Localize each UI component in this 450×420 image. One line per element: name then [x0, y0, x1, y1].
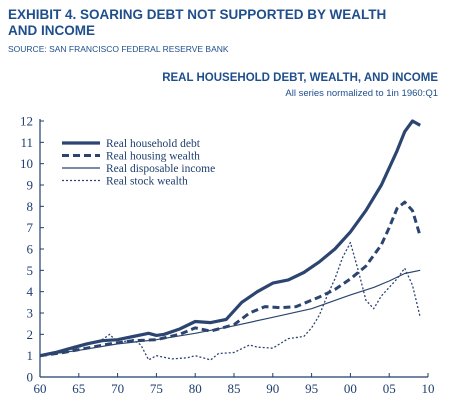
x-tick-label: 65: [72, 381, 85, 396]
y-tick-label: 6: [27, 242, 34, 257]
exhibit-title: EXHIBIT 4. SOARING DEBT NOT SUPPORTED BY…: [8, 7, 387, 38]
y-tick-label: 0: [27, 370, 34, 385]
x-tick-label: 85: [228, 381, 241, 396]
x-tick-label: 00: [344, 381, 357, 396]
chart-subtitle: All series normalized to 1in 1960:Q1: [285, 88, 438, 99]
legend-label-real-stock-wealth: Real stock wealth: [106, 176, 188, 188]
source-note: SOURCE: SAN FRANCISCO FEDERAL RESERVE BA…: [8, 44, 229, 54]
y-tick-label: 10: [20, 156, 33, 171]
x-tick-label: 70: [111, 381, 124, 396]
series-line-real-housing-wealth: [39, 200, 422, 358]
x-tick-label: 05: [383, 381, 396, 396]
y-tick-label: 12: [20, 114, 33, 129]
y-tick-label: 7: [27, 220, 34, 235]
legend-label-real-disposable-income: Real disposable income: [106, 163, 215, 175]
x-tick-label: 75: [150, 381, 163, 396]
y-tick-label: 1: [27, 348, 34, 363]
legend-label-real-housing-wealth: Real housing wealth: [106, 151, 200, 163]
x-tick-label: 10: [422, 381, 435, 396]
x-tick-label: 80: [189, 381, 202, 396]
y-tick-label: 11: [20, 135, 33, 150]
chart-axes: [39, 119, 429, 378]
series-line-real-disposable-income: [39, 269, 421, 357]
y-tick-label: 8: [27, 199, 34, 214]
series-line-real-household-debt: [39, 119, 421, 358]
y-tick-label: 3: [27, 306, 34, 321]
x-tick-label: 60: [34, 381, 47, 396]
chart-series-lines: [39, 119, 422, 361]
legend-label-real-household-debt: Real household debt: [106, 138, 201, 150]
y-tick-label: 4: [27, 284, 34, 299]
chart-title: REAL HOUSEHOLD DEBT, WEALTH, AND INCOME: [162, 72, 438, 84]
y-tick-label: 2: [27, 327, 34, 342]
y-tick-label: 9: [27, 178, 34, 193]
series-line-real-stock-wealth: [39, 241, 421, 361]
y-tick-label: 5: [27, 263, 34, 278]
x-tick-label: 95: [305, 381, 318, 396]
x-tick-label: 90: [266, 381, 279, 396]
